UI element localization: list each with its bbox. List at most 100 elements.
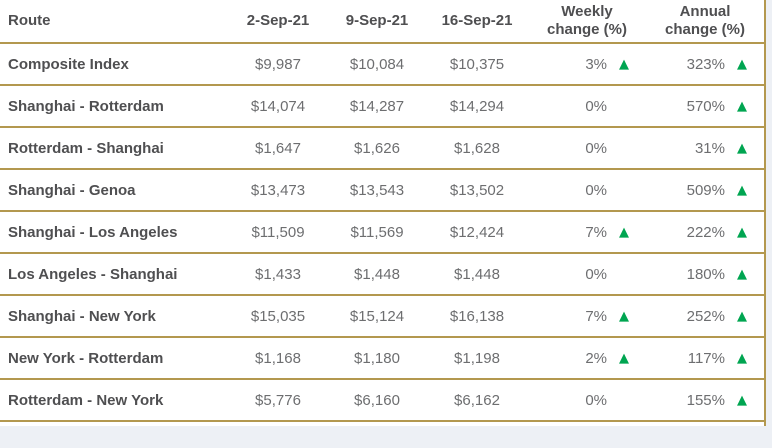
up-arrow-icon: ▲ <box>619 350 629 366</box>
weekly-change-value: 3% <box>585 55 607 73</box>
header-col-2sep: 2-Sep-21 <box>246 12 310 29</box>
price-cell: $10,084 <box>349 55 405 73</box>
weekly-change-value: 0% <box>585 181 607 199</box>
up-arrow-icon: ▲ <box>737 98 747 114</box>
route-label: Shanghai - Genoa <box>8 181 136 199</box>
annual-change-cell: 323% ▲ <box>646 56 764 73</box>
header-col-9sep: 9-Sep-21 <box>345 12 409 29</box>
annual-change-value: 155% <box>686 391 725 409</box>
annual-change-value: 570% <box>686 97 725 115</box>
up-arrow-icon: ▲ <box>737 224 747 240</box>
route-label: Composite Index <box>8 55 129 73</box>
price-cell: $14,074 <box>250 97 306 115</box>
price-cell: $15,124 <box>349 307 405 325</box>
weekly-change-cell: 7% ▲ <box>528 224 646 241</box>
annual-change-value: 31% <box>694 139 725 157</box>
annual-change-cell: 570% ▲ <box>646 98 764 115</box>
up-arrow-icon: ▲ <box>737 182 747 198</box>
weekly-change-cell: 3% ▲ <box>528 56 646 73</box>
price-cell: $9,987 <box>255 55 301 73</box>
annual-change-cell: 222% ▲ <box>646 224 764 241</box>
price-cell: $1,628 <box>454 139 500 157</box>
annual-change-value: 252% <box>686 307 725 325</box>
price-cell: $5,776 <box>255 391 301 409</box>
route-label: Rotterdam - Shanghai <box>8 139 164 157</box>
table-row-new-york-rotterdam: New York - Rotterdam $1,168 $1,180 $1,19… <box>0 338 764 380</box>
weekly-change-value: 7% <box>585 307 607 325</box>
weekly-change-cell: 0% <box>528 392 646 409</box>
price-cell: $15,035 <box>250 307 306 325</box>
weekly-change-cell: 0% <box>528 266 646 283</box>
table-row-shanghai-los-angeles: Shanghai - Los Angeles $11,509 $11,569 $… <box>0 212 764 254</box>
route-label: Shanghai - Los Angeles <box>8 223 178 241</box>
price-cell: $1,180 <box>354 349 400 367</box>
price-cell: $11,509 <box>251 223 305 241</box>
price-cell: $6,162 <box>454 391 500 409</box>
price-cell: $12,424 <box>449 223 505 241</box>
price-cell: $10,375 <box>449 55 505 73</box>
up-arrow-icon: ▲ <box>619 308 629 324</box>
page-background-strip <box>0 426 772 448</box>
up-arrow-icon: ▲ <box>737 56 747 72</box>
price-cell: $16,138 <box>449 307 505 325</box>
annual-change-cell: 155% ▲ <box>646 392 764 409</box>
route-label: Shanghai - Rotterdam <box>8 97 164 115</box>
weekly-change-value: 0% <box>585 139 607 157</box>
table-row-composite-index: Composite Index $9,987 $10,084 $10,375 3… <box>0 44 764 86</box>
price-cell: $13,473 <box>250 181 306 199</box>
weekly-change-value: 0% <box>585 97 607 115</box>
weekly-change-cell: 0% <box>528 140 646 157</box>
annual-change-cell: 180% ▲ <box>646 266 764 283</box>
price-cell: $1,448 <box>454 265 500 283</box>
price-cell: $1,168 <box>255 349 301 367</box>
weekly-change-value: 0% <box>585 265 607 283</box>
up-arrow-icon: ▲ <box>737 308 747 324</box>
annual-change-value: 117% <box>687 349 725 367</box>
weekly-change-cell: 2% ▲ <box>528 350 646 367</box>
table-row-shanghai-new-york: Shanghai - New York $15,035 $15,124 $16,… <box>0 296 764 338</box>
header-route: Route <box>8 12 51 29</box>
rates-table: Route 2-Sep-21 9-Sep-21 16-Sep-21 Weekly… <box>0 0 766 426</box>
price-cell: $11,569 <box>350 223 404 241</box>
price-cell: $1,448 <box>354 265 400 283</box>
annual-change-value: 323% <box>686 55 725 73</box>
weekly-change-value: 0% <box>585 391 607 409</box>
table-row-rotterdam-shanghai: Rotterdam - Shanghai $1,647 $1,626 $1,62… <box>0 128 764 170</box>
annual-change-value: 180% <box>686 265 725 283</box>
annual-change-cell: 252% ▲ <box>646 308 764 325</box>
route-label: Shanghai - New York <box>8 307 156 325</box>
weekly-change-cell: 7% ▲ <box>528 308 646 325</box>
annual-change-cell: 31% ▲ <box>646 140 764 157</box>
price-cell: $1,626 <box>354 139 400 157</box>
price-cell: $1,198 <box>454 349 500 367</box>
price-cell: $13,543 <box>349 181 405 199</box>
price-cell: $1,647 <box>255 139 301 157</box>
price-cell: $1,433 <box>255 265 301 283</box>
annual-change-cell: 509% ▲ <box>646 182 764 199</box>
up-arrow-icon: ▲ <box>619 56 629 72</box>
price-cell: $6,160 <box>354 391 400 409</box>
price-cell: $14,294 <box>449 97 505 115</box>
up-arrow-icon: ▲ <box>737 350 747 366</box>
table-row-shanghai-genoa: Shanghai - Genoa $13,473 $13,543 $13,502… <box>0 170 764 212</box>
weekly-change-cell: 0% <box>528 182 646 199</box>
header-weekly-change: Weekly change (%) <box>546 3 627 38</box>
annual-change-cell: 117% ▲ <box>646 350 764 367</box>
route-label: New York - Rotterdam <box>8 349 164 367</box>
up-arrow-icon: ▲ <box>737 140 747 156</box>
table-row-shanghai-rotterdam: Shanghai - Rotterdam $14,074 $14,287 $14… <box>0 86 764 128</box>
annual-change-value: 509% <box>686 181 725 199</box>
weekly-change-value: 2% <box>585 349 607 367</box>
price-cell: $13,502 <box>449 181 505 199</box>
table-row-los-angeles-shanghai: Los Angeles - Shanghai $1,433 $1,448 $1,… <box>0 254 764 296</box>
table-header-row: Route 2-Sep-21 9-Sep-21 16-Sep-21 Weekly… <box>0 0 764 44</box>
table-row-rotterdam-new-york: Rotterdam - New York $5,776 $6,160 $6,16… <box>0 380 764 422</box>
route-label: Los Angeles - Shanghai <box>8 265 178 283</box>
up-arrow-icon: ▲ <box>619 224 629 240</box>
up-arrow-icon: ▲ <box>737 392 747 408</box>
weekly-change-cell: 0% <box>528 98 646 115</box>
up-arrow-icon: ▲ <box>737 266 747 282</box>
header-col-16sep: 16-Sep-21 <box>441 12 513 29</box>
header-annual-change: Annual change (%) <box>664 3 745 38</box>
annual-change-value: 222% <box>686 223 725 241</box>
